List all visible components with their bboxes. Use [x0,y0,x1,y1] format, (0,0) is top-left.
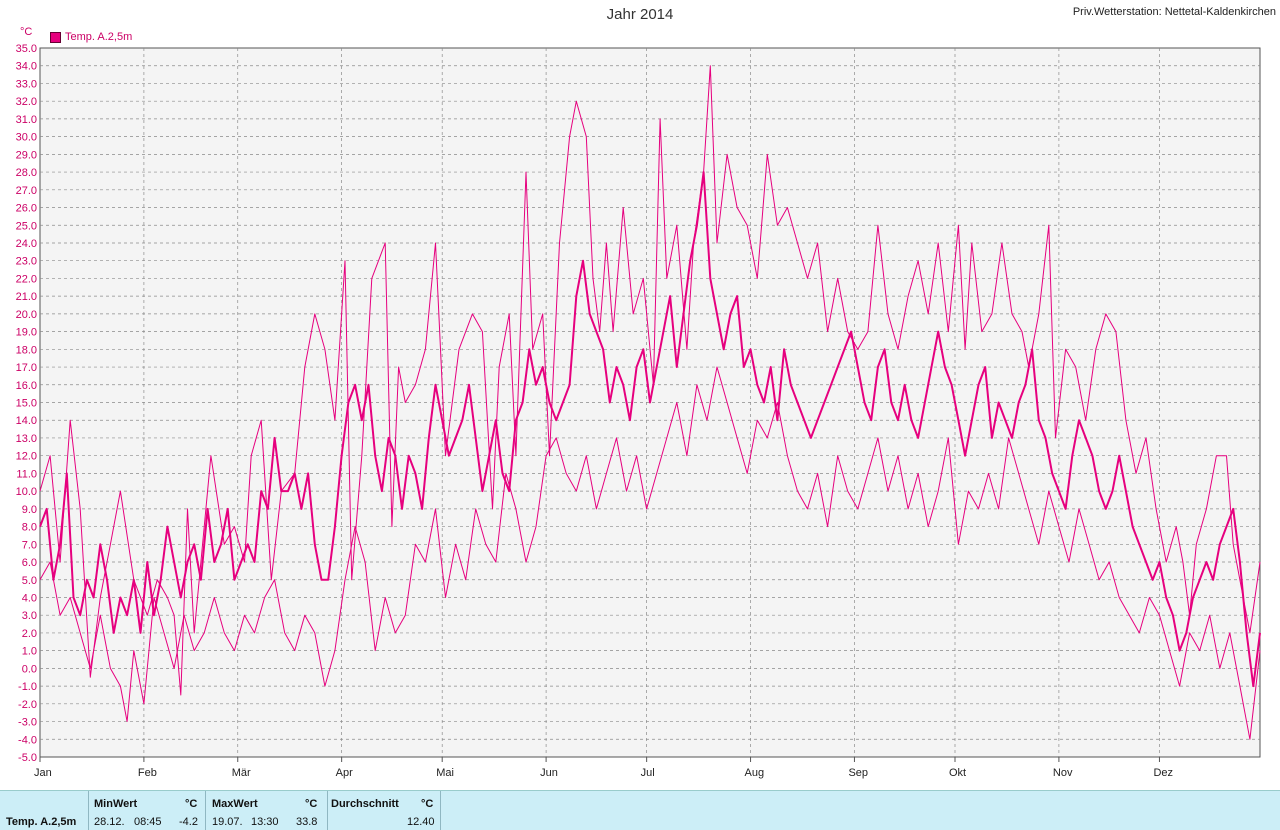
y-tick-label: 4.0 [22,592,37,604]
stats-avg-cell: Durchschnitt °C 12.40 [327,791,441,830]
chart-title: Jahr 2014 [606,6,674,23]
x-tick-label: Aug [745,767,765,779]
y-tick-label: 34.0 [16,61,37,73]
y-tick-label: 11.0 [16,468,37,480]
y-tick-label: -1.0 [18,681,37,693]
y-tick-label: 3.0 [22,610,37,622]
stats-row-label-cell: Temp. A.2,5m [0,791,89,830]
x-tick-label: Jun [540,767,558,779]
stats-min-cell: MinWert °C 28.12. 08:45 -4.2 [88,791,206,830]
stats-min-value: -4.2 [179,816,198,828]
plot-area: -5.0 -4.0 -3.0 -2.0 -1.0 0.0 1.0 2.0 3.0 4.0 5.0 6.… [16,43,1261,779]
y-tick-label: 31.0 [16,114,37,126]
y-tick-label: 22.0 [16,273,37,285]
y-tick-label: 9.0 [22,504,37,516]
y-tick-label: 6.0 [22,557,37,569]
x-tick-label: Apr [336,767,353,779]
chart: Jahr 2014 Priv.Wetterstation: Nettetal-K… [16,6,1276,779]
stats-max-value: 33.8 [296,816,318,828]
y-tick-label: -2.0 [18,699,37,711]
x-tick-label: Okt [949,767,966,779]
x-tick-label: Mär [232,767,251,779]
stats-max-unit: °C [305,798,318,810]
y-tick-label: 33.0 [16,78,37,90]
y-tick-label: -5.0 [18,752,37,764]
x-tick-label: Mai [436,767,454,779]
x-tick-label: Feb [138,767,157,779]
stats-panel: Temp. A.2,5m MinWert °C 28.12. 08:45 -4.… [0,790,1280,830]
y-tick-label: 16.0 [16,380,37,392]
y-tick-label: 32.0 [16,96,37,108]
y-tick-label: 5.0 [22,575,37,587]
x-tick-label: Jan [34,767,52,779]
y-tick-label: 24.0 [16,238,37,250]
stats-max-time: 13:30 [251,816,279,828]
y-unit-label: °C [20,26,33,38]
y-tick-label: -4.0 [18,734,37,746]
y-tick-label: 7.0 [22,539,37,551]
stats-avg-header: Durchschnitt [331,798,399,810]
x-tick-label: Dez [1153,767,1173,779]
x-tick-label: Nov [1053,767,1073,779]
y-tick-label: 17.0 [16,362,37,374]
y-tick-label: 20.0 [16,309,37,321]
y-tick-label: 23.0 [16,256,37,268]
y-tick-label: 14.0 [16,415,37,427]
y-tick-label: 2.0 [22,628,37,640]
legend: Temp. A.2,5m [50,31,132,43]
x-tick-label: Jul [641,767,655,779]
stats-min-unit: °C [185,798,198,810]
y-tick-label: 10.0 [16,486,37,498]
y-tick-label: 26.0 [16,203,37,215]
y-tick-label: 1.0 [22,646,37,658]
stats-avg-unit: °C [421,798,434,810]
y-tick-label: 27.0 [16,185,37,197]
stats-max-cell: MaxWert °C 19.07. 13:30 33.8 [205,791,328,830]
stats-max-date: 19.07. [212,816,243,828]
y-tick-label: -3.0 [18,717,37,729]
y-tick-label: 30.0 [16,132,37,144]
stats-min-time: 08:45 [134,816,162,828]
x-tick-label: Sep [848,767,868,779]
stats-avg-value: 12.40 [407,816,435,828]
y-tick-label: 21.0 [16,291,37,303]
y-tick-label: 29.0 [16,149,37,161]
stats-row-label: Temp. A.2,5m [6,816,77,828]
y-tick-label: 35.0 [16,43,37,55]
stats-min-header: MinWert [94,798,138,810]
y-tick-label: 15.0 [16,398,37,410]
series-line-min [39,366,1261,740]
y-tick-label: 28.0 [16,167,37,179]
y-tick-label: 25.0 [16,220,37,232]
stats-min-date: 28.12. [94,816,125,828]
y-tick-label: 18.0 [16,344,37,356]
y-tick-label: 13.0 [16,433,37,445]
y-tick-label: 8.0 [22,522,37,534]
y-tick-label: 12.0 [16,451,37,463]
series-line-mean [39,171,1261,688]
legend-swatch [50,31,61,43]
y-tick-label: 19.0 [16,327,37,339]
legend-label: Temp. A.2,5m [65,31,133,43]
stats-max-header: MaxWert [212,798,258,810]
station-label: Priv.Wetterstation: Nettetal-Kaldenkirch… [1072,6,1276,18]
y-tick-label: 0.0 [22,663,37,675]
